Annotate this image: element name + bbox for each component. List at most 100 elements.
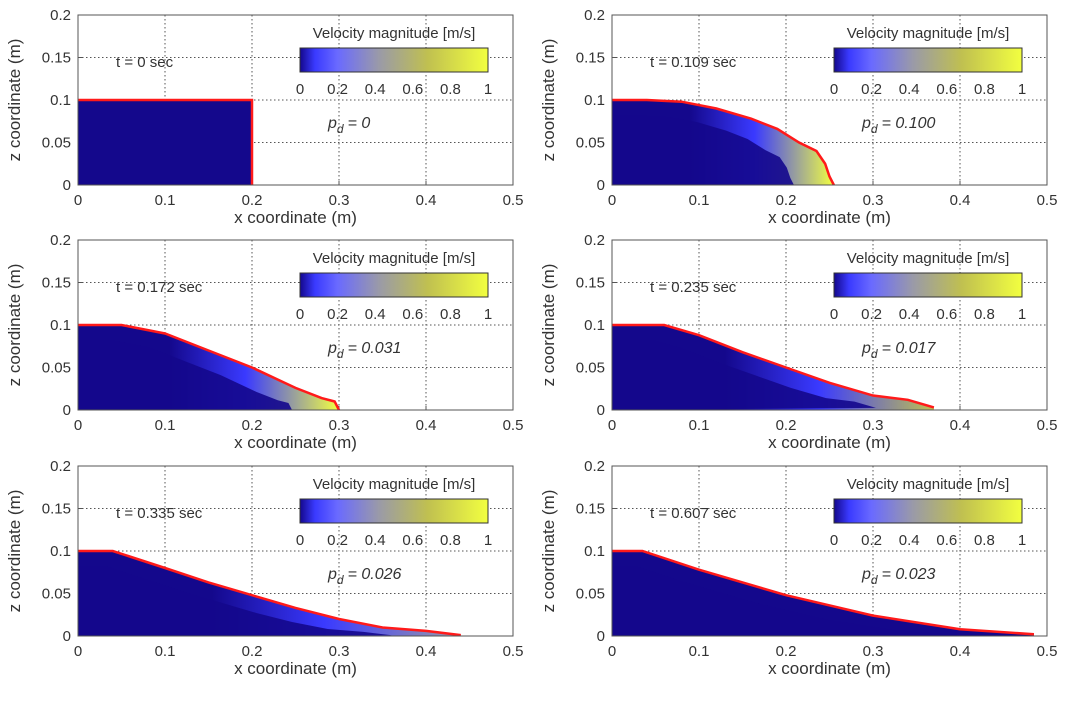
x-tick-label: 0.3 xyxy=(329,643,350,660)
colorbar-tick-label: 0.2 xyxy=(861,532,882,549)
pd-subscript: d xyxy=(337,347,344,361)
x-tick-label: 0.5 xyxy=(1037,417,1058,434)
colorbar-title: Velocity magnitude [m/s] xyxy=(847,476,1010,493)
pd-subscript: d xyxy=(337,573,344,587)
pd-subscript: d xyxy=(871,122,878,136)
fluid-region xyxy=(78,100,252,185)
colorbar-tick-label: 0.6 xyxy=(936,81,957,98)
pd-label: pd = 0.031 xyxy=(327,340,401,361)
x-tick-label: 0.2 xyxy=(242,192,263,209)
time-label: t = 0.109 sec xyxy=(650,54,737,71)
pd-value: = 0.026 xyxy=(348,566,402,583)
x-tick-label: 0.3 xyxy=(329,192,350,209)
x-tick-label: 0.4 xyxy=(416,192,437,209)
y-tick-label: 0.15 xyxy=(576,501,605,518)
colorbar-title: Velocity magnitude [m/s] xyxy=(313,476,476,493)
y-axis-label: z coordinate (m) xyxy=(5,264,24,387)
colorbar-tick-label: 0.8 xyxy=(440,306,461,323)
x-tick-label: 0.1 xyxy=(155,417,176,434)
time-label: t = 0.172 sec xyxy=(116,279,203,296)
free-surface-line xyxy=(78,323,341,411)
colorbar-tick-label: 0.6 xyxy=(402,81,423,98)
time-label: t = 0.335 sec xyxy=(116,505,203,522)
x-axis-label: x coordinate (m) xyxy=(234,433,357,452)
y-tick-label: 0 xyxy=(63,628,71,645)
x-tick-label: 0.4 xyxy=(416,643,437,660)
x-tick-label: 0 xyxy=(74,417,82,434)
fluid-core xyxy=(78,551,392,636)
colorbar-tick-label: 1 xyxy=(484,532,492,549)
colorbar-title: Velocity magnitude [m/s] xyxy=(847,25,1010,42)
pd-value: = 0.017 xyxy=(882,340,937,357)
x-axis-label: x coordinate (m) xyxy=(234,659,357,678)
x-tick-label: 0.5 xyxy=(1037,192,1058,209)
pd-value: = 0.100 xyxy=(882,115,936,132)
x-tick-label: 0.2 xyxy=(776,643,797,660)
colorbar-tick-label: 0 xyxy=(830,532,838,549)
colorbar-tick-label: 0 xyxy=(296,532,304,549)
y-tick-label: 0.2 xyxy=(50,232,71,249)
x-tick-label: 0.3 xyxy=(863,643,884,660)
y-tick-label: 0.1 xyxy=(50,92,71,109)
subplot-5: 0 0.1 0.2 0.3 0.4 0.5 0 0.05 0.1 0.15 0.2 t = 0.335… xyxy=(5,458,523,678)
x-tick-label: 0.4 xyxy=(950,417,971,434)
y-tick-label: 0.05 xyxy=(42,135,71,152)
y-tick-label: 0.1 xyxy=(50,317,71,334)
colorbar-title: Velocity magnitude [m/s] xyxy=(313,250,476,267)
colorbar-tick-label: 0.4 xyxy=(365,532,386,549)
x-tick-label: 0.4 xyxy=(950,643,971,660)
y-axis-label: z coordinate (m) xyxy=(539,264,558,387)
colorbar-title: Velocity magnitude [m/s] xyxy=(847,250,1010,267)
colorbar xyxy=(299,498,489,524)
x-axis-label: x coordinate (m) xyxy=(768,433,891,452)
subplot-4: 0 0.1 0.2 0.3 0.4 0.5 0 0.05 0.1 0.15 0.2 t = 0.235… xyxy=(539,232,1057,452)
x-axis-label: x coordinate (m) xyxy=(768,659,891,678)
colorbar-tick-label: 0.4 xyxy=(365,81,386,98)
colorbar xyxy=(299,272,489,298)
axes-frame xyxy=(77,465,514,637)
colorbar-tick-label: 1 xyxy=(484,306,492,323)
x-axis-label: x coordinate (m) xyxy=(768,208,891,227)
x-tick-label: 0.1 xyxy=(689,417,710,434)
colorbar-tick-label: 0.4 xyxy=(899,532,920,549)
colorbar-tick-label: 0.6 xyxy=(936,532,957,549)
x-tick-label: 0 xyxy=(608,643,616,660)
pd-label: pd = 0.017 xyxy=(861,340,937,361)
y-axis-label: z coordinate (m) xyxy=(539,39,558,162)
y-tick-label: 0.05 xyxy=(576,135,605,152)
x-tick-label: 0.1 xyxy=(155,643,176,660)
colorbar-tick-label: 0.2 xyxy=(327,81,348,98)
x-tick-label: 0.3 xyxy=(329,417,350,434)
colorbar-tick-label: 0.2 xyxy=(327,306,348,323)
x-tick-label: 0.5 xyxy=(1037,643,1058,660)
free-surface-line xyxy=(78,98,254,185)
pd-symbol: p xyxy=(327,115,337,132)
colorbar xyxy=(833,272,1023,298)
axes-frame xyxy=(611,465,1048,637)
y-tick-label: 0.2 xyxy=(584,458,605,475)
axes-frame xyxy=(611,14,1048,186)
y-tick-label: 0.15 xyxy=(42,501,71,518)
x-tick-label: 0.5 xyxy=(503,192,524,209)
fluid-core xyxy=(78,325,293,410)
x-tick-label: 0.5 xyxy=(503,643,524,660)
colorbar xyxy=(299,47,489,73)
x-tick-label: 0.3 xyxy=(863,192,884,209)
colorbar xyxy=(833,47,1023,73)
colorbar-tick-label: 1 xyxy=(1018,81,1026,98)
free-surface-line xyxy=(612,549,1035,636)
x-tick-label: 0.1 xyxy=(689,192,710,209)
colorbar-tick-label: 0.4 xyxy=(899,81,920,98)
axes-frame xyxy=(77,14,514,186)
fluid-core xyxy=(612,551,958,636)
x-tick-label: 0.1 xyxy=(155,192,176,209)
colorbar-tick-label: 1 xyxy=(484,81,492,98)
colorbar-tick-label: 0.2 xyxy=(861,81,882,98)
x-tick-label: 0 xyxy=(74,643,82,660)
time-label: t = 0 sec xyxy=(116,54,174,71)
fluid-core xyxy=(612,325,876,410)
y-tick-label: 0 xyxy=(63,402,71,419)
colorbar-tick-label: 0.8 xyxy=(440,532,461,549)
time-label: t = 0.235 sec xyxy=(650,279,737,296)
